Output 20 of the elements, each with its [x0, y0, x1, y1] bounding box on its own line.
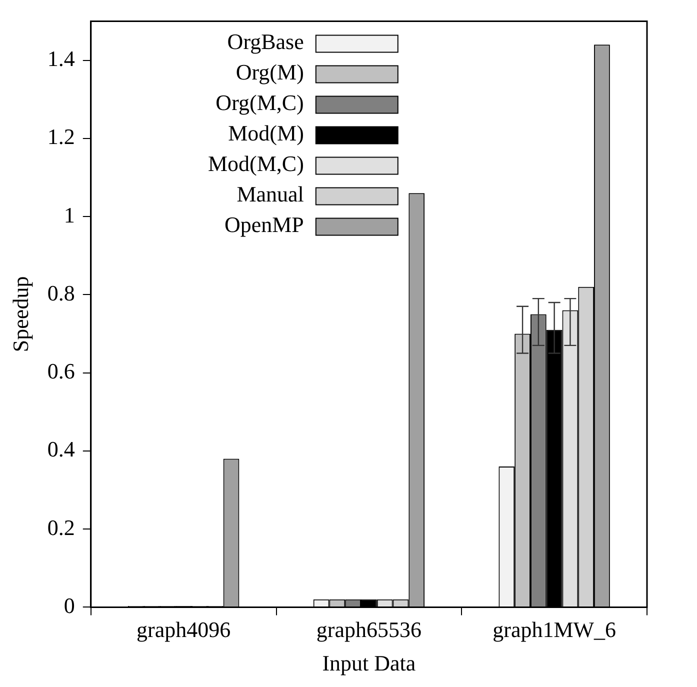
legend-label: Manual: [236, 181, 304, 206]
x-tick-label: graph65536: [316, 617, 422, 642]
legend-label: OrgBase: [227, 28, 304, 54]
y-tick-label: 1: [64, 202, 75, 228]
legend-label: Mod(M,C): [208, 150, 304, 176]
legend-label: OpenMP: [224, 212, 304, 237]
y-tick-label: 1.4: [47, 46, 75, 72]
y-tick-label: 0.2: [47, 514, 75, 540]
legend-label: Org(M): [236, 59, 304, 84]
y-tick-label: 1.2: [47, 124, 75, 150]
x-axis-title: Input Data: [322, 650, 416, 676]
x-tick-label: graph4096: [136, 617, 231, 642]
x-tick-label: graph1MW_6: [492, 617, 616, 642]
legend-label: Org(M,C): [216, 90, 304, 115]
y-tick-label: 0.4: [47, 436, 75, 462]
y-tick-label: 0.8: [47, 280, 75, 306]
y-tick-label: 0: [64, 592, 75, 618]
y-tick-label: 0.6: [47, 358, 75, 384]
legend-label: Mod(M): [228, 120, 304, 146]
y-axis-title: Speedup: [8, 276, 33, 352]
